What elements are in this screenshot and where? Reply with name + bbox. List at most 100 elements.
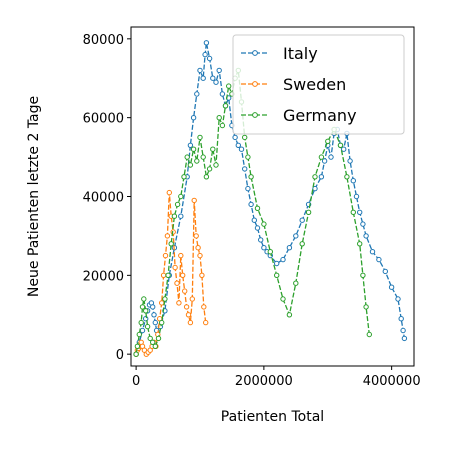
data-point-germany xyxy=(143,308,149,314)
data-point-italy xyxy=(280,256,286,263)
data-point-sweden xyxy=(193,233,199,239)
data-point-germany xyxy=(216,115,222,121)
data-point-germany xyxy=(178,193,184,200)
data-point-sweden xyxy=(162,252,169,259)
data-point-italy xyxy=(213,79,219,85)
data-point-germany xyxy=(165,272,171,278)
data-point-sweden xyxy=(166,189,173,196)
data-point-italy xyxy=(398,316,404,322)
data-point-germany xyxy=(171,213,178,219)
data-point-italy xyxy=(293,233,299,239)
y-tick-label: 20000 xyxy=(83,269,124,284)
data-point-sweden xyxy=(187,319,194,326)
data-point-germany xyxy=(144,323,151,330)
data-point-sweden xyxy=(185,312,192,318)
data-point-italy xyxy=(152,319,159,326)
data-point-italy xyxy=(341,146,347,152)
series-sweden xyxy=(133,189,209,357)
data-point-germany xyxy=(344,174,350,180)
data-point-italy xyxy=(139,327,146,334)
data-point-germany xyxy=(187,162,194,168)
legend: Italy Sweden Germany xyxy=(232,34,405,135)
data-point-italy xyxy=(197,67,203,74)
data-point-germany xyxy=(141,296,147,302)
data-point-germany xyxy=(174,201,181,208)
data-point-germany xyxy=(350,209,356,216)
data-point-germany xyxy=(203,174,210,180)
data-point-italy xyxy=(347,158,353,164)
data-point-italy xyxy=(328,154,334,160)
data-point-germany xyxy=(213,162,219,168)
data-point-italy xyxy=(254,225,261,231)
data-point-germany xyxy=(206,166,213,172)
data-point-germany xyxy=(162,296,168,302)
y-axis-label: Neue Patienten letzte 2 Tage xyxy=(26,96,42,297)
data-point-italy xyxy=(400,327,406,334)
data-point-italy xyxy=(350,178,356,184)
data-point-germany xyxy=(242,134,248,141)
data-point-italy xyxy=(235,142,242,149)
data-point-germany xyxy=(200,154,206,160)
data-point-italy xyxy=(274,260,280,267)
data-point-sweden xyxy=(201,304,207,310)
data-point-germany xyxy=(366,331,372,338)
legend-label-germany: Germany xyxy=(283,106,357,125)
x-axis-label: Patienten Total xyxy=(221,409,324,425)
data-point-italy xyxy=(202,51,208,58)
data-point-germany xyxy=(357,241,363,247)
data-point-germany xyxy=(360,272,366,278)
x-tick-label: 0 xyxy=(132,374,140,389)
data-point-germany xyxy=(293,280,299,286)
data-point-germany xyxy=(245,154,251,160)
series-line-italy xyxy=(135,42,406,355)
data-point-italy xyxy=(401,335,408,342)
data-point-italy xyxy=(363,233,369,239)
data-point-germany xyxy=(147,335,153,342)
data-point-sweden xyxy=(160,272,167,278)
data-point-italy xyxy=(395,296,401,302)
data-point-italy xyxy=(206,55,213,62)
data-point-italy xyxy=(178,213,184,219)
data-point-italy xyxy=(194,91,200,97)
data-point-italy xyxy=(258,237,264,243)
data-point-italy xyxy=(360,221,366,227)
data-point-germany xyxy=(210,146,216,152)
data-point-sweden xyxy=(178,252,184,259)
data-point-sweden xyxy=(197,252,203,259)
data-point-sweden xyxy=(172,264,178,271)
data-point-germany xyxy=(305,209,312,216)
data-point-germany xyxy=(312,174,318,180)
legend-label-sweden: Sweden xyxy=(283,75,346,94)
data-point-germany xyxy=(261,221,267,227)
data-point-germany xyxy=(219,122,226,129)
data-point-sweden xyxy=(182,288,188,294)
data-point-germany xyxy=(139,304,146,310)
data-point-germany xyxy=(337,142,344,149)
data-point-germany xyxy=(194,158,200,164)
legend-marker-germany xyxy=(252,112,258,118)
data-point-germany xyxy=(222,103,229,109)
y-axis: 0 20000 40000 60000 80000 xyxy=(83,33,131,363)
legend-label-italy: Italy xyxy=(283,44,318,63)
data-point-sweden xyxy=(183,304,190,310)
data-point-sweden xyxy=(199,272,205,278)
data-point-germany xyxy=(134,343,141,349)
data-point-italy xyxy=(388,284,395,290)
data-point-italy xyxy=(216,67,222,74)
data-point-sweden xyxy=(189,296,196,302)
data-point-italy xyxy=(219,91,226,97)
data-point-germany xyxy=(280,296,286,302)
data-point-germany xyxy=(286,312,293,318)
data-point-sweden xyxy=(176,300,182,306)
data-point-germany xyxy=(248,174,254,180)
legend-marker-italy xyxy=(252,50,258,56)
data-point-germany xyxy=(254,205,261,212)
data-point-italy xyxy=(245,185,251,192)
data-point-italy xyxy=(187,142,194,149)
data-point-italy xyxy=(203,40,210,46)
data-point-italy xyxy=(190,115,197,121)
data-point-germany xyxy=(363,304,369,310)
data-point-italy xyxy=(200,75,206,81)
y-tick-label: 80000 xyxy=(83,33,124,48)
